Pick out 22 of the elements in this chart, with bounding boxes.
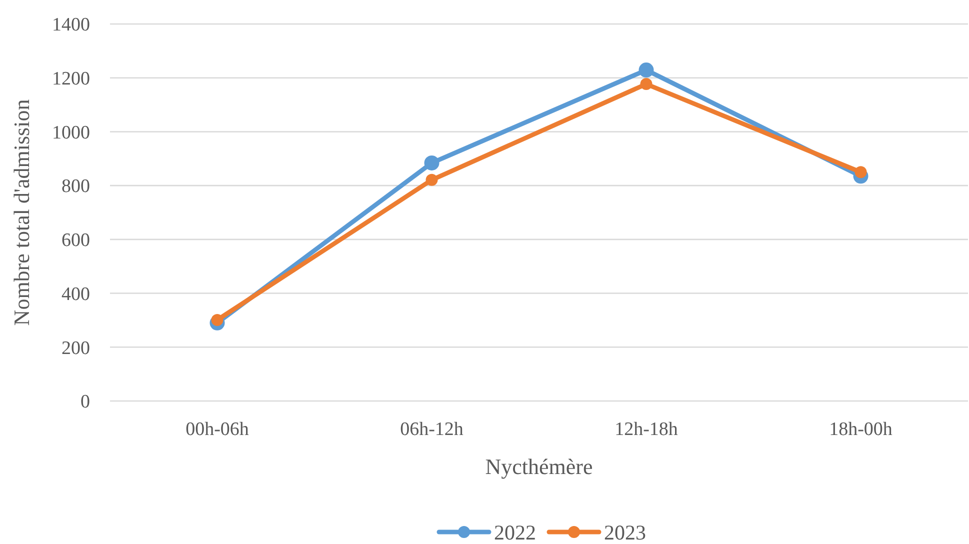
point <box>854 166 867 178</box>
y-tick-label: 1400 <box>52 14 90 36</box>
y-tick-label: 1000 <box>52 122 90 144</box>
point <box>424 155 440 170</box>
legend-label: 2022 <box>494 520 536 544</box>
x-tick-label: 12h-18h <box>614 419 678 440</box>
y-tick-label: 400 <box>62 284 90 305</box>
x-tick-label: 06h-12h <box>400 419 464 440</box>
y-tick-label: 800 <box>62 176 90 198</box>
x-tick-label: 00h-06h <box>186 419 250 440</box>
y-tick-label: 1200 <box>52 68 90 90</box>
point <box>211 314 224 326</box>
point <box>426 174 438 186</box>
x-tick-label: 18h-00h <box>829 419 893 440</box>
point <box>640 78 652 90</box>
y-tick-label: 200 <box>62 338 90 359</box>
x-axis-title: Nycthémère <box>485 454 593 479</box>
y-axis-title: Nombre total d'admission <box>9 99 34 326</box>
y-tick-label: 0 <box>80 392 90 413</box>
point <box>638 62 654 78</box>
legend-label: 2023 <box>604 520 646 544</box>
y-tick-label: 600 <box>62 230 90 252</box>
